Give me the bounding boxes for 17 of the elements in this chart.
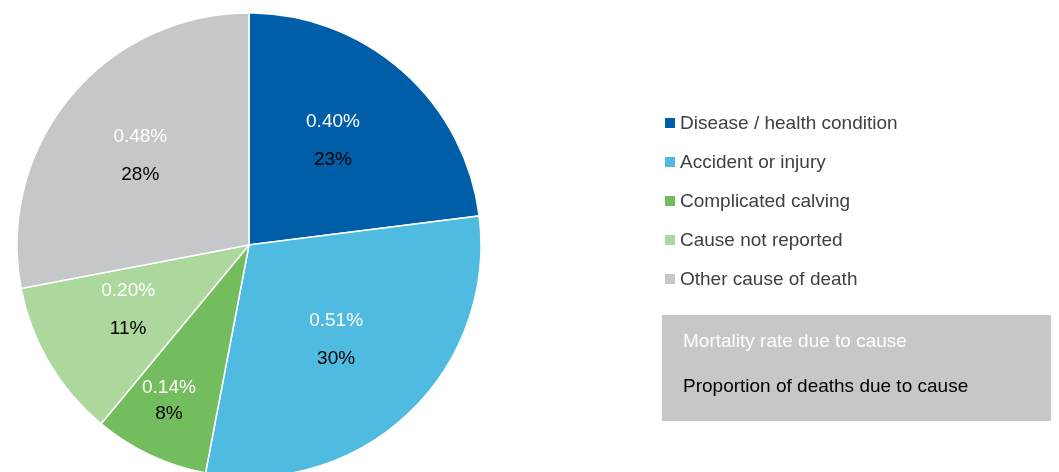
legend-label: Accident or injury [680,150,826,173]
text: Mortality rate due to cause [683,329,908,353]
text: 0.40% [306,109,360,131]
data-label: 30% [317,346,356,368]
text: 0.48% [113,124,168,146]
text: Proportion of deaths due to cause [683,374,970,398]
data-label: 28% [121,162,160,184]
data-label: 11% [109,317,147,338]
legend-label: Cause not reported [680,228,843,251]
text: 0.51% [309,308,364,330]
data-label: 23% [313,147,353,169]
legend-label: Disease / health condition [680,111,898,134]
data-label: 8% [155,402,183,424]
text: 0.14% [141,376,196,398]
legend-label: Other cause of death [680,267,858,290]
legend-label: Complicated calving [680,189,851,212]
text: 0.20% [101,279,156,300]
